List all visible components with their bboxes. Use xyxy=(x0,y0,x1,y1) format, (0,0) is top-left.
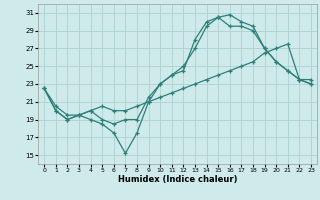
X-axis label: Humidex (Indice chaleur): Humidex (Indice chaleur) xyxy=(118,175,237,184)
